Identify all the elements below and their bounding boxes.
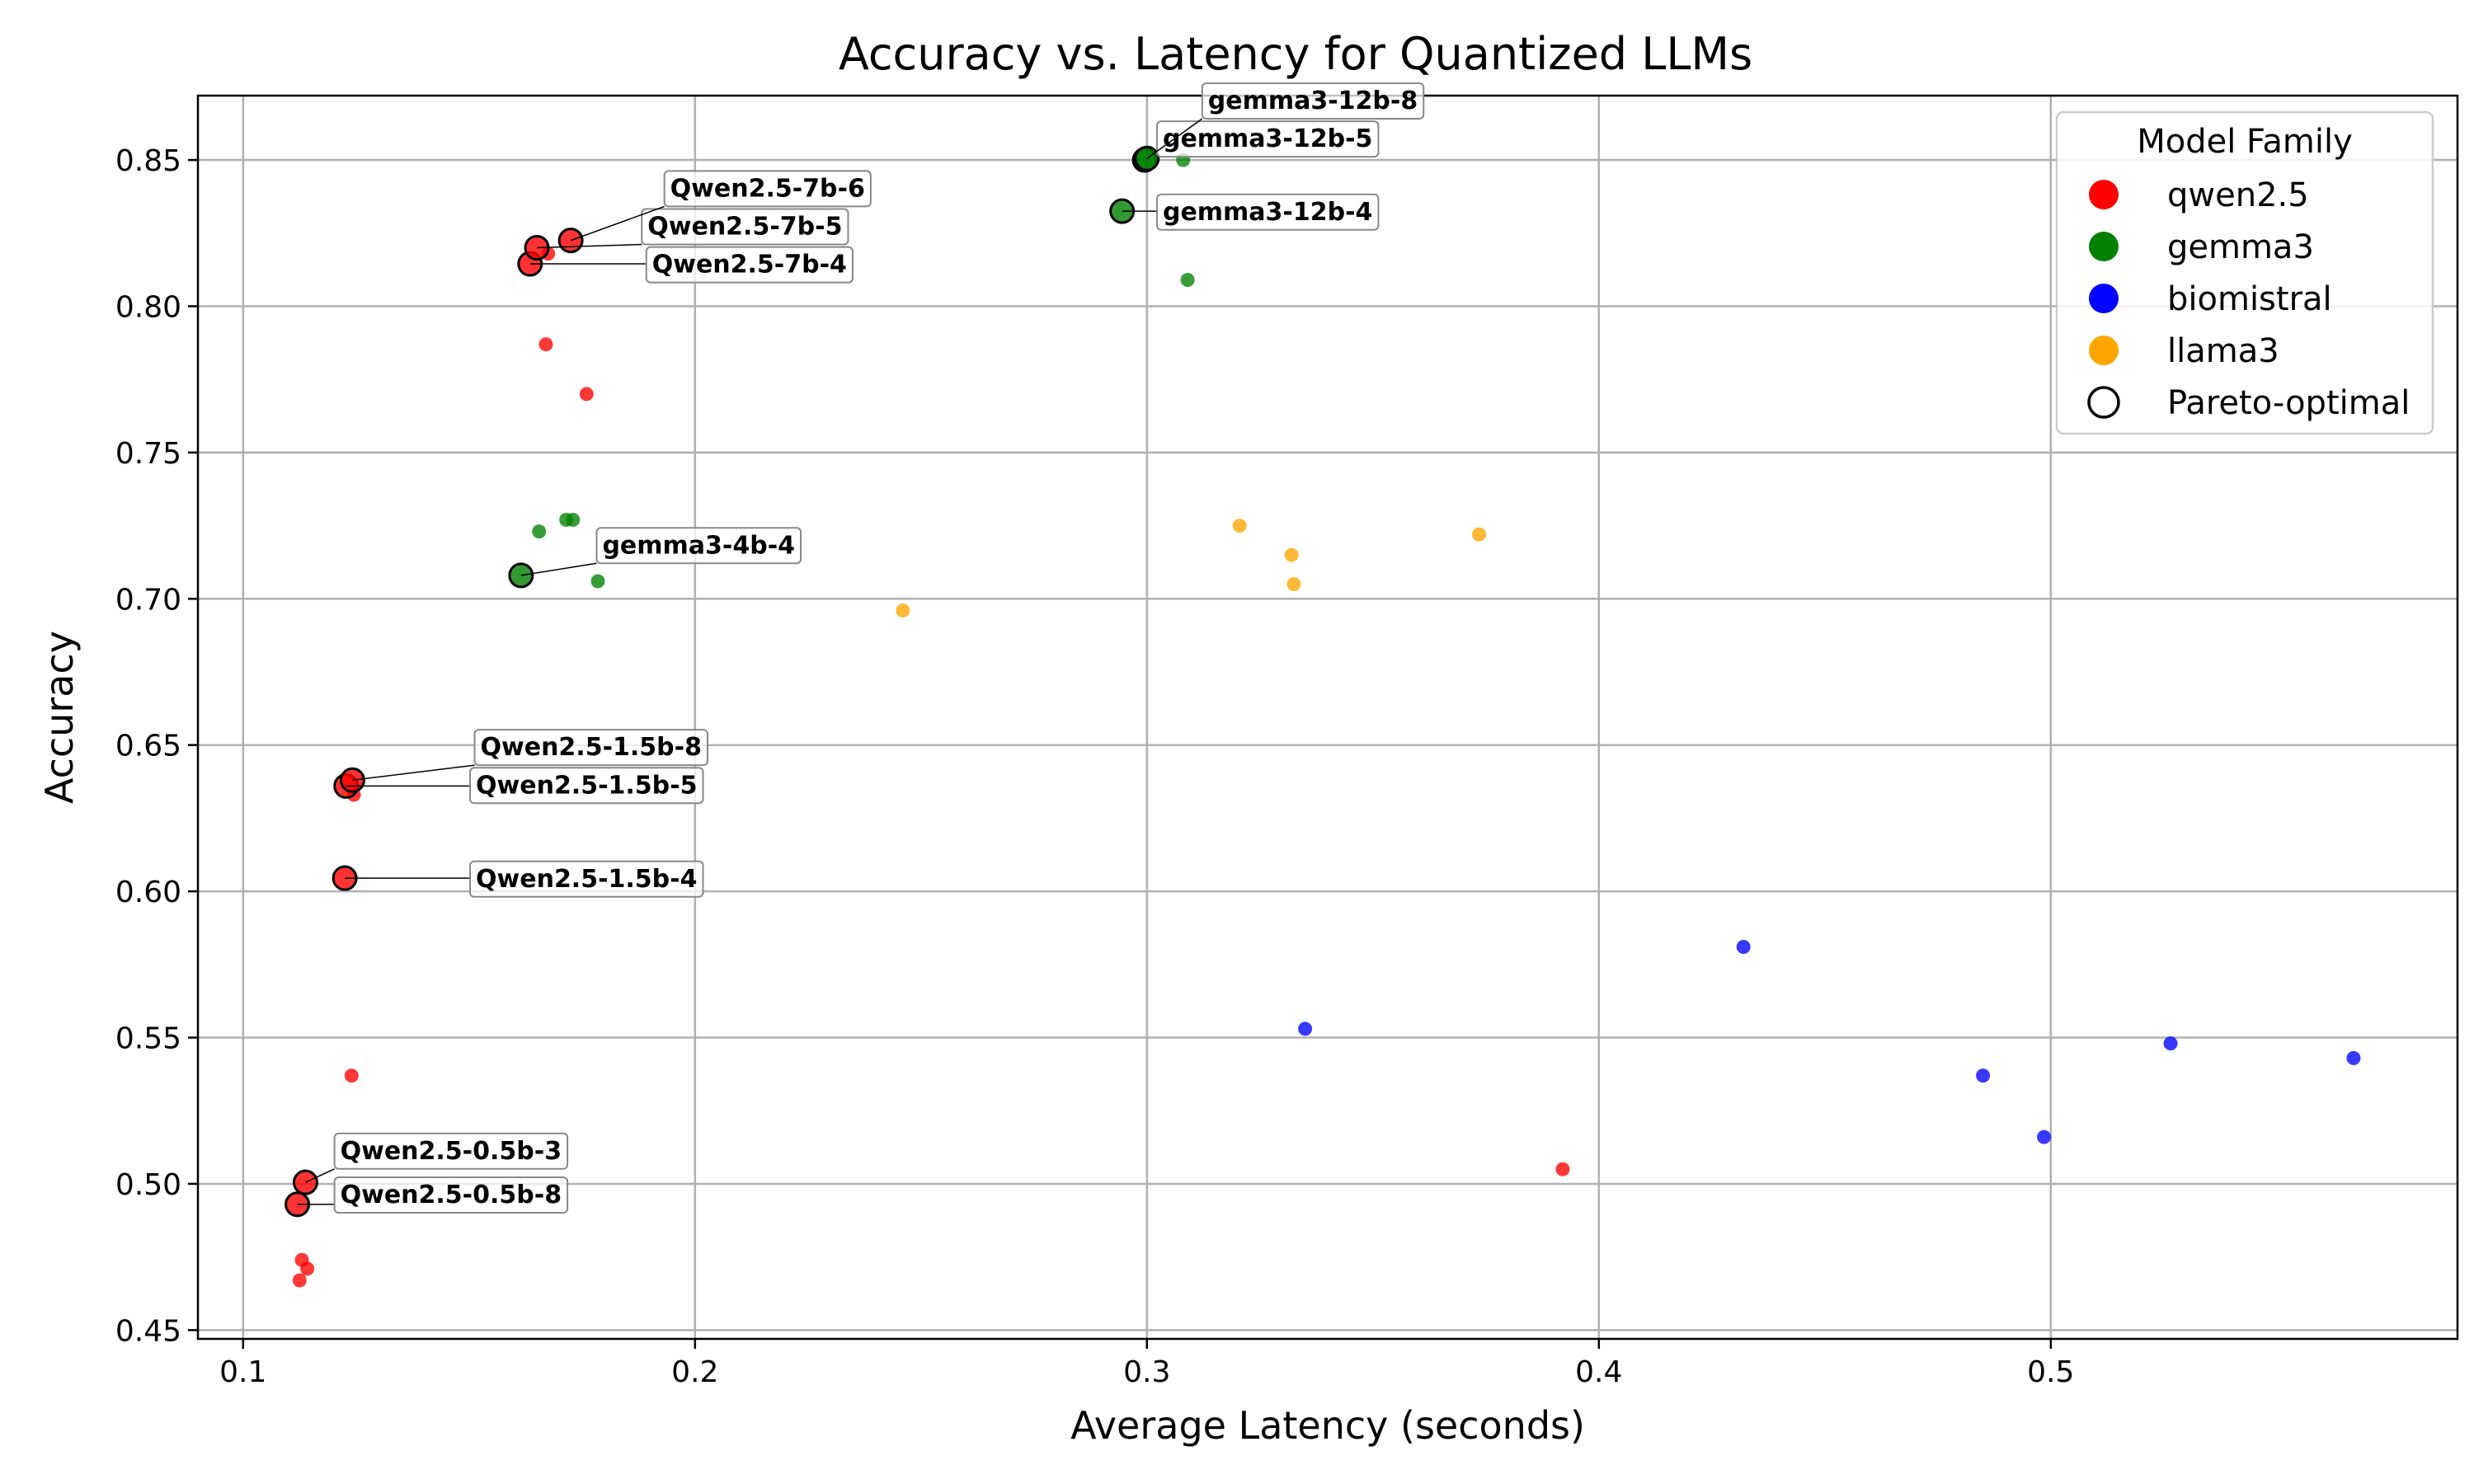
llama3-data-point bbox=[1284, 547, 1299, 562]
pareto-annotation-label: Qwen2.5-1.5b-8 bbox=[481, 733, 702, 762]
pareto-annotation-box bbox=[641, 208, 849, 246]
pareto-annotation-box bbox=[1155, 193, 1380, 231]
gemma3-data-point bbox=[532, 524, 547, 539]
annotation-leader-line bbox=[1146, 118, 1203, 159]
y-tick-label: 0.80 bbox=[115, 290, 181, 324]
y-tick-label: 0.85 bbox=[115, 144, 181, 178]
legend-marker-pareto bbox=[2087, 386, 2120, 419]
gemma3-data-point bbox=[566, 512, 581, 527]
pareto-annotation-box bbox=[333, 1176, 569, 1214]
annotation-leader-line bbox=[520, 562, 597, 576]
pareto-annotation-box bbox=[469, 860, 704, 898]
y-tick-label: 0.70 bbox=[115, 583, 181, 617]
gemma3-data-point bbox=[590, 574, 605, 589]
pareto-annotation-label: Qwen2.5-7b-5 bbox=[647, 213, 842, 242]
pareto-annotation-box bbox=[1201, 82, 1425, 120]
y-tick-label: 0.75 bbox=[115, 437, 181, 471]
pareto-annotation-box bbox=[595, 527, 802, 565]
x-tick-label: 0.4 bbox=[1575, 1355, 1622, 1389]
legend-label: llama3 bbox=[2167, 332, 2279, 370]
annotation-leader-line bbox=[305, 1168, 335, 1183]
pareto-annotation-label: Qwen2.5-0.5b-3 bbox=[341, 1137, 562, 1166]
llama3-data-point bbox=[1286, 577, 1301, 592]
pareto-annotation-label: gemma3-4b-4 bbox=[602, 531, 795, 560]
legend: Model Family qwen2.5 gemma3 biomistral llam… bbox=[2055, 110, 2434, 435]
biomistral-data-point bbox=[2037, 1129, 2052, 1144]
qwen2.5-data-point bbox=[539, 337, 553, 352]
pareto-annotation-label: Qwen2.5-7b-4 bbox=[652, 251, 847, 279]
biomistral-data-point bbox=[1298, 1021, 1313, 1036]
pareto-annotation-box bbox=[645, 246, 854, 284]
llama3-data-point bbox=[896, 603, 910, 618]
pareto-annotation-box bbox=[473, 729, 708, 767]
legend-entries: qwen2.5 gemma3 biomistral llama3 Pareto-opti… bbox=[2087, 176, 2410, 422]
pareto-annotation-label: Qwen2.5-1.5b-5 bbox=[476, 771, 697, 800]
legend-marker-llama3 bbox=[2089, 336, 2119, 365]
pareto-annotation-label: gemma3-12b-5 bbox=[1163, 124, 1372, 153]
llama3-data-point bbox=[1232, 519, 1247, 533]
legend-marker-gemma3 bbox=[2089, 232, 2119, 261]
qwen2.5-data-point bbox=[292, 1273, 307, 1288]
biomistral-data-point bbox=[2346, 1050, 2361, 1065]
annotations: Qwen2.5-0.5b-8 Qwen2.5-0.5b-3 Qwen2.5-1.5b… bbox=[297, 82, 1425, 1214]
gemma3-data-point bbox=[1180, 273, 1195, 288]
biomistral-data-point bbox=[1976, 1068, 1991, 1083]
y-tick-label: 0.60 bbox=[115, 876, 181, 909]
legend-marker-biomistral bbox=[2089, 284, 2119, 313]
qwen2.5-data-point bbox=[344, 1068, 359, 1083]
biomistral-data-point bbox=[1736, 940, 1751, 955]
pareto-annotation-box bbox=[1155, 120, 1380, 158]
pareto-annotation-label: Qwen2.5-7b-6 bbox=[670, 174, 865, 203]
y-tick-label: 0.45 bbox=[115, 1314, 181, 1348]
annotation-leader-line bbox=[570, 205, 665, 242]
y-tick-label: 0.50 bbox=[115, 1168, 181, 1202]
y-axis-ticks: 0.45 0.50 0.55 0.60 0.65 0.70 0.75 0.80 0.85 bbox=[115, 144, 198, 1348]
legend-label: gemma3 bbox=[2167, 228, 2314, 266]
legend-label: Pareto-optimal bbox=[2167, 384, 2410, 422]
pareto-annotation-box bbox=[333, 1132, 569, 1170]
legend-label: biomistral bbox=[2167, 280, 2332, 318]
x-tick-label: 0.2 bbox=[671, 1355, 718, 1389]
qwen2.5-data-point bbox=[1555, 1162, 1570, 1176]
y-tick-label: 0.55 bbox=[115, 1022, 181, 1056]
y-tick-label: 0.65 bbox=[115, 730, 181, 763]
biomistral-data-point bbox=[2163, 1036, 2178, 1051]
pareto-annotation-label: Qwen2.5-1.5b-4 bbox=[476, 865, 697, 894]
qwen2.5-data-point bbox=[300, 1261, 315, 1276]
pareto-annotation-box bbox=[469, 767, 704, 805]
legend-label: qwen2.5 bbox=[2167, 176, 2309, 214]
legend-marker-qwen2.5 bbox=[2089, 180, 2119, 209]
llama3-data-point bbox=[1472, 527, 1487, 542]
pareto-annotation-label: gemma3-12b-4 bbox=[1163, 198, 1372, 227]
y-axis-label: Accuracy bbox=[37, 631, 82, 804]
x-tick-label: 0.3 bbox=[1123, 1355, 1170, 1389]
x-tick-label: 0.1 bbox=[219, 1355, 266, 1389]
x-axis-ticks: 0.1 0.2 0.3 0.4 0.5 bbox=[219, 1339, 2074, 1389]
legend-box bbox=[2055, 110, 2434, 435]
legend-title: Model Family bbox=[2137, 123, 2353, 161]
pareto-annotation-label: gemma3-12b-8 bbox=[1208, 87, 1418, 115]
x-axis-label: Average Latency (seconds) bbox=[1070, 1403, 1585, 1448]
pareto-annotation-label: Qwen2.5-0.5b-8 bbox=[341, 1181, 562, 1209]
annotation-leader-line bbox=[352, 764, 475, 782]
pareto-annotation-box bbox=[663, 170, 872, 208]
annotation-leader-line bbox=[536, 243, 642, 249]
qwen2.5-data-point bbox=[579, 387, 594, 402]
chart-title: Accuracy vs. Latency for Quantized LLMs bbox=[839, 28, 1752, 80]
x-tick-label: 0.5 bbox=[2027, 1355, 2074, 1389]
